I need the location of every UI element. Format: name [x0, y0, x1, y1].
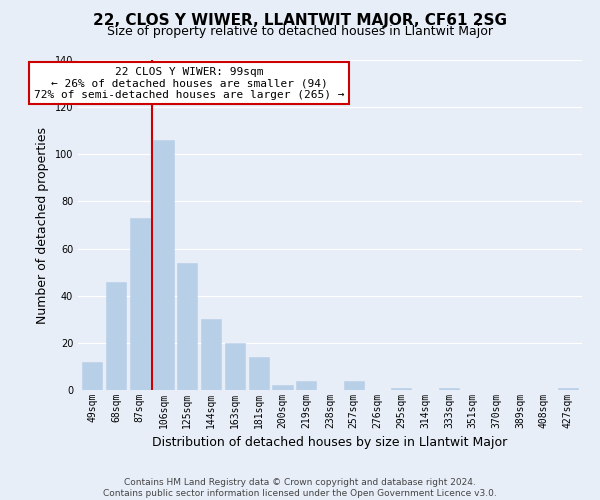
Bar: [272, 386, 293, 390]
Bar: [439, 388, 459, 390]
Bar: [225, 343, 245, 390]
Bar: [82, 362, 103, 390]
Bar: [557, 388, 578, 390]
Bar: [391, 388, 412, 390]
Bar: [296, 380, 316, 390]
Bar: [177, 262, 197, 390]
Text: Contains HM Land Registry data © Crown copyright and database right 2024.
Contai: Contains HM Land Registry data © Crown c…: [103, 478, 497, 498]
Bar: [154, 140, 173, 390]
Bar: [130, 218, 150, 390]
Bar: [344, 380, 364, 390]
X-axis label: Distribution of detached houses by size in Llantwit Major: Distribution of detached houses by size …: [152, 436, 508, 450]
Bar: [106, 282, 126, 390]
Y-axis label: Number of detached properties: Number of detached properties: [36, 126, 49, 324]
Text: 22 CLOS Y WIWER: 99sqm
← 26% of detached houses are smaller (94)
72% of semi-det: 22 CLOS Y WIWER: 99sqm ← 26% of detached…: [34, 66, 344, 100]
Text: Size of property relative to detached houses in Llantwit Major: Size of property relative to detached ho…: [107, 25, 493, 38]
Bar: [248, 357, 269, 390]
Text: 22, CLOS Y WIWER, LLANTWIT MAJOR, CF61 2SG: 22, CLOS Y WIWER, LLANTWIT MAJOR, CF61 2…: [93, 12, 507, 28]
Bar: [201, 320, 221, 390]
